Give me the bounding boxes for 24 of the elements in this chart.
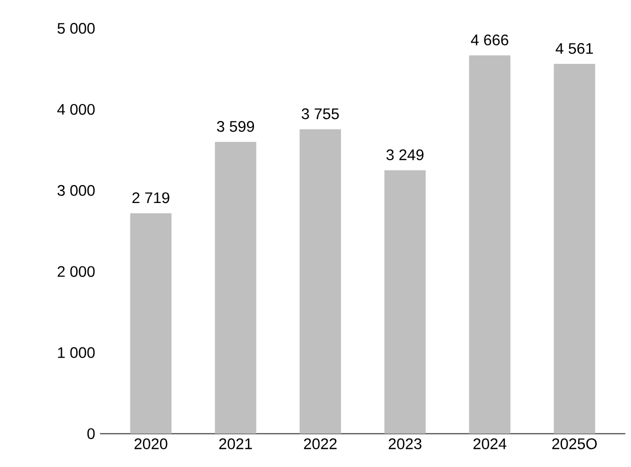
bar xyxy=(214,142,256,434)
data-label: 3 249 xyxy=(386,149,424,160)
x-tick-label: 2020 xyxy=(134,438,168,450)
x-tick-label: 2024 xyxy=(473,438,506,450)
data-label: 3 599 xyxy=(216,121,254,132)
y-tick-label: 1 000 xyxy=(58,347,95,358)
y-tick-label: 4 000 xyxy=(57,104,95,115)
x-tick-label: 2023 xyxy=(388,438,422,450)
data-label: 2 719 xyxy=(132,192,170,204)
x-tick-label: 2022 xyxy=(304,438,337,450)
data-label: 3 755 xyxy=(302,108,339,120)
y-tick-label: 2 000 xyxy=(58,266,95,277)
bar xyxy=(130,213,172,434)
data-label: 4 561 xyxy=(556,43,593,54)
bar xyxy=(554,64,596,434)
bar xyxy=(384,170,426,434)
x-tick-label: 2021 xyxy=(219,438,252,450)
y-tick-label: 3 000 xyxy=(58,185,95,196)
y-tick-label: 0 xyxy=(87,428,95,440)
bar xyxy=(469,55,510,434)
y-tick-label: 5 000 xyxy=(58,22,95,34)
data-label: 4 666 xyxy=(470,34,508,46)
bar xyxy=(300,129,341,434)
x-tick-label: 2025O xyxy=(552,438,597,450)
